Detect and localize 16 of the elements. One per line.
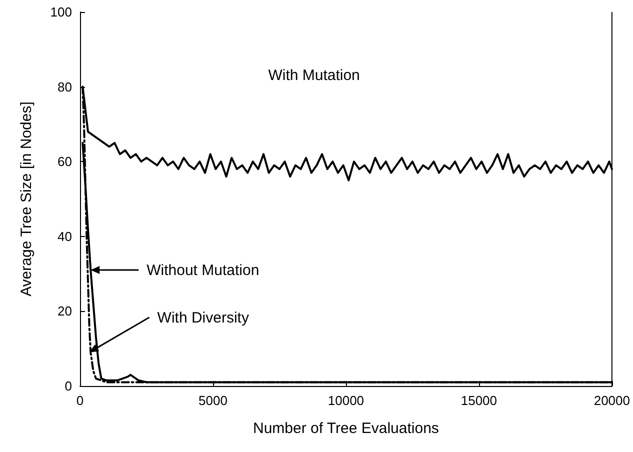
x-tick-label: 0 <box>76 393 84 408</box>
annotation: With Diversity <box>157 309 250 326</box>
y-axis-title: Average Tree Size [in Nodes] <box>18 102 35 296</box>
y-tick-label: 60 <box>58 154 72 170</box>
annotation: With Mutation <box>268 67 360 84</box>
y-tick-label: 80 <box>58 79 72 94</box>
x-tick-label: 5000 <box>198 393 228 408</box>
y-tick-label: 0 <box>64 378 72 394</box>
y-tick-label: 20 <box>58 304 72 319</box>
x-axis-title: Number of Tree Evaluations <box>252 420 439 437</box>
annotation: Without Mutation <box>146 262 260 280</box>
x-tick-label: 20000 <box>594 393 630 408</box>
x-tick-label: 15000 <box>460 393 498 408</box>
x-tick-label: 10000 <box>328 393 364 408</box>
y-tick-label: 40 <box>58 228 72 244</box>
y-tick-label: 100 <box>50 4 72 20</box>
